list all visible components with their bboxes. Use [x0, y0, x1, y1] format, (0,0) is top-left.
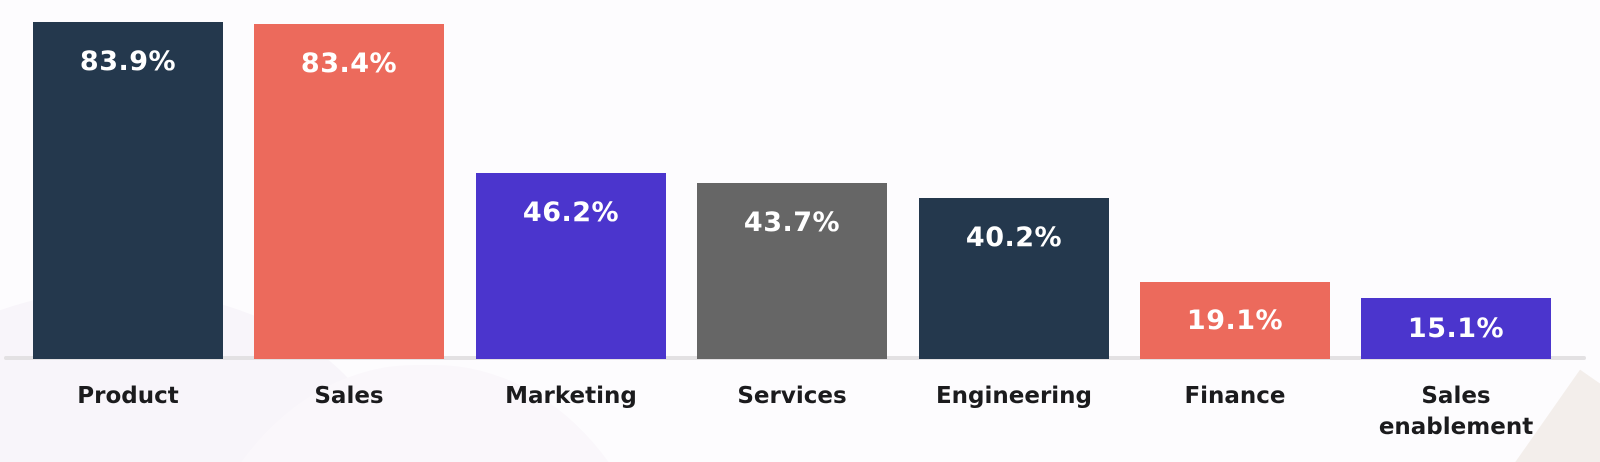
bar-value-label: 46.2%: [522, 197, 620, 228]
bar-value-label: 83.9%: [79, 46, 177, 77]
bar: 46.2%: [476, 173, 666, 359]
category-label: Sales enablement: [1378, 383, 1534, 440]
category-label: Finance: [1184, 383, 1286, 409]
category-label: Services: [737, 383, 847, 409]
bar-value-label: 43.7%: [743, 207, 841, 238]
bar-value-label: 83.4%: [300, 48, 398, 79]
bar: 40.2%: [919, 198, 1109, 359]
bar: 19.1%: [1140, 282, 1330, 359]
bar-value-label: 15.1%: [1407, 313, 1505, 344]
category-label: Product: [77, 383, 179, 409]
bar-value-label: 40.2%: [965, 222, 1063, 253]
bar-value-label: 19.1%: [1186, 305, 1284, 336]
bar: 43.7%: [697, 183, 887, 359]
category-label: Engineering: [935, 383, 1093, 409]
bar: 15.1%: [1361, 298, 1551, 359]
bar: 83.4%: [254, 24, 444, 359]
category-label: Marketing: [505, 383, 637, 409]
bar: 83.9%: [33, 22, 223, 359]
category-label: Sales: [314, 383, 384, 409]
